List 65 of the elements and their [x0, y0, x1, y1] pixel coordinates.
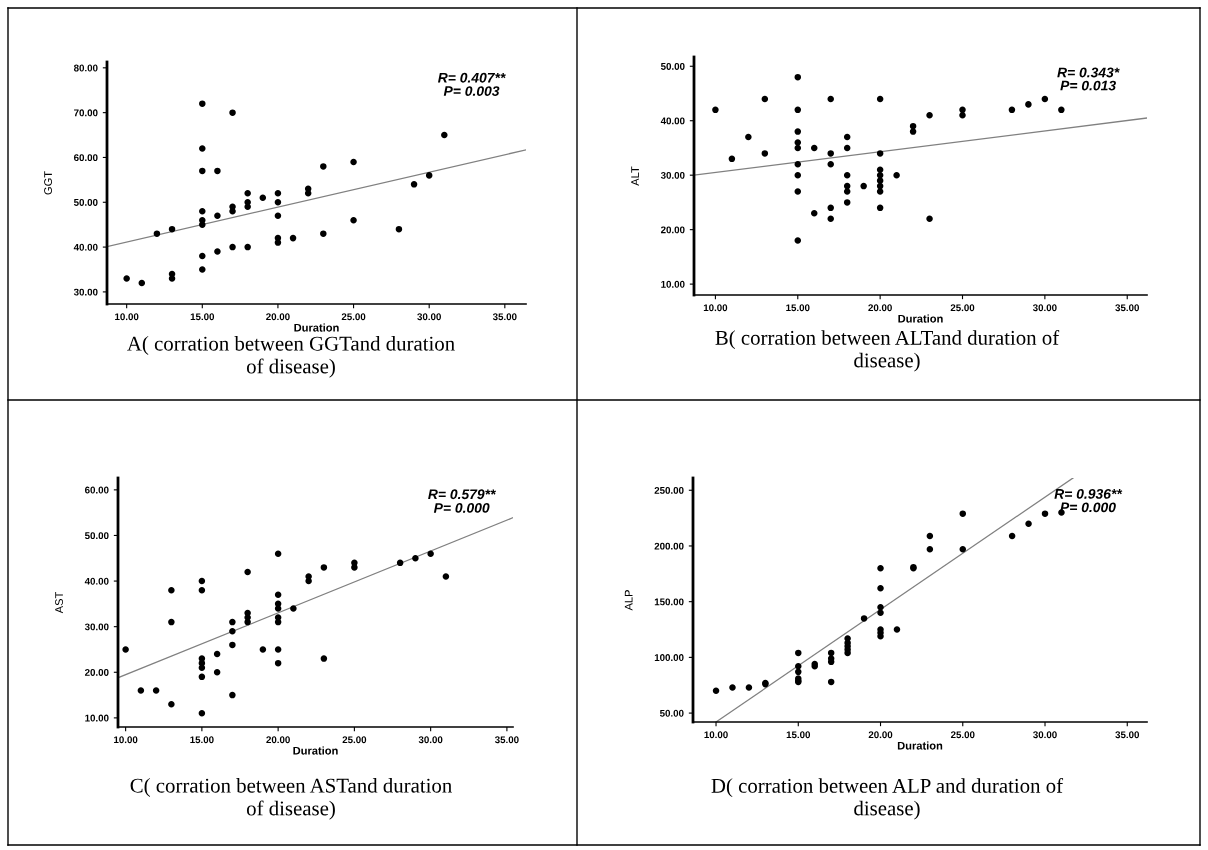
y-tick-label: 100.00 — [654, 654, 684, 661]
y-tick-label: 80.00 — [73, 64, 98, 72]
x-tick-label: 25.00 — [950, 731, 975, 739]
x-tick-label: 15.00 — [190, 313, 215, 321]
y-tick-label: 30.00 — [660, 171, 685, 179]
y-tick-label: 20.00 — [84, 669, 109, 676]
x-tick-label: 15.00 — [786, 304, 810, 312]
y-tick-label: 20.00 — [660, 226, 685, 234]
x-tick-label: 20.00 — [868, 731, 893, 739]
x-tick-label: 30.00 — [417, 313, 441, 321]
text: B( corration between ALTand duration of disease) — [715, 330, 1060, 372]
text: A( corration between GGTand duration of disease) — [127, 336, 455, 378]
y-tick-label: 250.00 — [654, 486, 684, 494]
y-axis-title: AST — [55, 591, 63, 614]
x-tick-label: 15.00 — [786, 731, 811, 739]
x-tick-label: 25.00 — [950, 304, 975, 312]
x-tick-label: 15.00 — [190, 736, 214, 744]
x-axis-title: Duration — [293, 746, 338, 755]
y-tick-label: 50.00 — [660, 62, 685, 70]
x-tick-label: 25.00 — [342, 736, 367, 744]
x-tick-label: 35.00 — [1115, 731, 1140, 739]
y-tick-label: 50.00 — [73, 199, 98, 206]
x-axis-title: Duration — [897, 741, 943, 750]
annotation: R= 0.343* — [1057, 67, 1120, 78]
y-tick-label: 50.00 — [659, 709, 684, 717]
y-tick-label: 70.00 — [74, 109, 98, 117]
x-tick-label: 20.00 — [868, 304, 892, 312]
y-tick-label: 40.00 — [73, 243, 98, 251]
x-tick-label: 20.00 — [266, 313, 290, 321]
x-axis-title: Duration — [294, 323, 339, 332]
y-axis-title: ALT — [631, 166, 639, 186]
y-tick-label: 30.00 — [84, 623, 109, 631]
y-tick-label: 40.00 — [660, 117, 685, 125]
y-tick-label: 10.00 — [85, 714, 109, 722]
x-tick-label: 10.00 — [704, 731, 728, 739]
annotation: P= 0.000 — [433, 503, 490, 513]
annotation: R= 0.407** — [437, 72, 506, 83]
y-tick-label: 10.00 — [661, 280, 685, 288]
y-tick-label: 200.00 — [654, 542, 684, 550]
x-tick-label: 30.00 — [1032, 304, 1057, 312]
x-tick-label: 10.00 — [114, 736, 138, 744]
annotation: P= 0.003 — [443, 86, 500, 96]
x-tick-label: 30.00 — [1033, 731, 1057, 739]
x-tick-label: 35.00 — [1115, 304, 1139, 312]
y-axis-title: GGT — [44, 171, 52, 195]
x-tick-label: 10.00 — [703, 304, 728, 312]
x-tick-label: 35.00 — [492, 313, 517, 321]
y-axis-title: ALP — [624, 590, 633, 611]
annotation: R= 0.936** — [1054, 488, 1123, 499]
y-tick-label: 60.00 — [85, 486, 109, 494]
x-tick-label: 25.00 — [341, 313, 366, 321]
x-tick-label: 30.00 — [418, 736, 443, 744]
x-tick-label: 35.00 — [494, 736, 519, 744]
x-axis-title: Duration — [898, 314, 943, 323]
x-tick-label: 10.00 — [115, 313, 139, 321]
text: C( corration between ASTand duration of disease) — [130, 778, 452, 820]
text: D( corration between ALP and duration of disease) — [711, 778, 1064, 820]
y-tick-label: 60.00 — [74, 154, 98, 162]
y-tick-label: 50.00 — [84, 532, 109, 540]
x-tick-label: 20.00 — [266, 736, 290, 744]
annotation: P= 0.013 — [1060, 80, 1116, 91]
y-tick-label: 150.00 — [654, 598, 684, 606]
y-tick-label: 30.00 — [73, 288, 98, 296]
annotation: R= 0.579** — [428, 489, 496, 500]
y-tick-label: 40.00 — [84, 577, 109, 585]
